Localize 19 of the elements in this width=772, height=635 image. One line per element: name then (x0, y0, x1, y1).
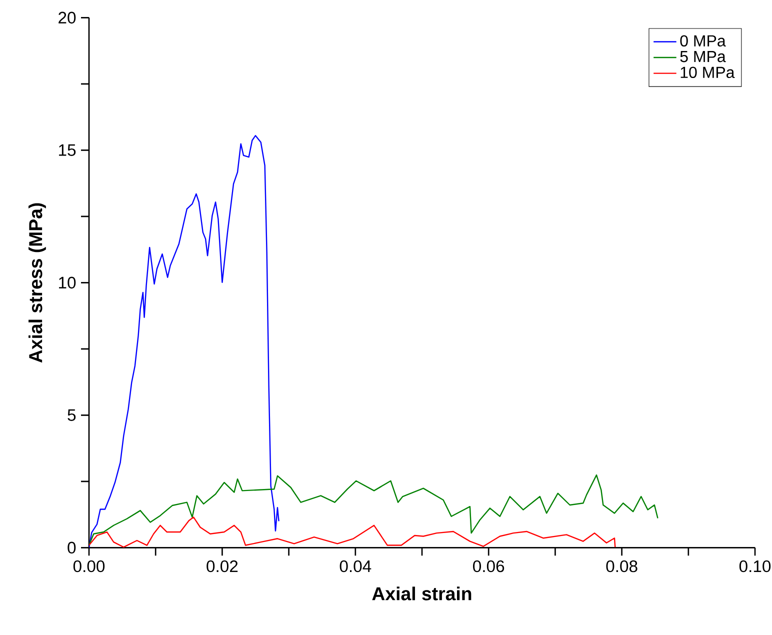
y-axis-title: Axial stress (MPa) (28, 203, 46, 363)
x-tick-label: 0.08 (606, 560, 638, 572)
x-tick-label: 0.00 (73, 560, 105, 572)
x-tick-label: 0.06 (473, 560, 504, 572)
legend-label: 10 MPa (680, 66, 735, 78)
legend-label: 0 MPa (680, 35, 726, 47)
y-tick-label: 20 (58, 12, 76, 24)
x-tick-label: 0.04 (340, 560, 372, 572)
x-tick-label: 0.10 (739, 560, 771, 572)
x-tick-label: 0.02 (206, 560, 238, 572)
line-series (89, 474, 658, 546)
x-axis-title: Axial strain (372, 586, 472, 601)
y-tick-label: 5 (68, 410, 76, 422)
line-series (89, 135, 280, 548)
line-series (89, 516, 616, 548)
y-tick-label: 15 (59, 144, 76, 156)
y-tick-label: 0 (68, 542, 76, 554)
legend-label: 5 MPa (680, 51, 726, 62)
y-tick-label: 10 (59, 276, 76, 289)
